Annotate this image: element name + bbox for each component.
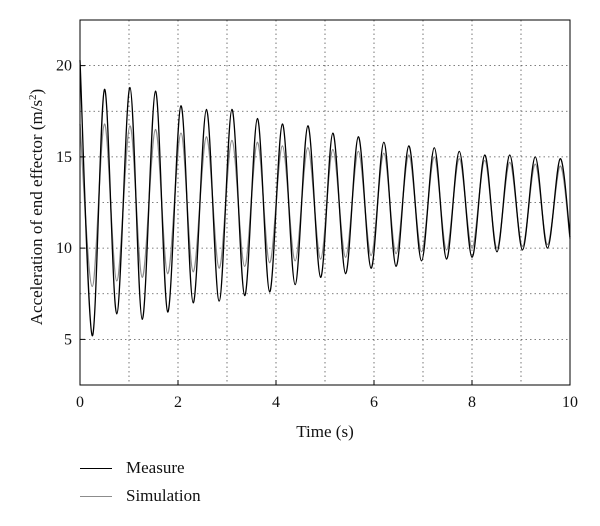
y-tick-label: 10 [56, 240, 72, 257]
x-tick-label: 8 [468, 394, 476, 411]
legend-item-measure: Measure [80, 454, 201, 482]
y-axis-label-close: ) [27, 89, 46, 95]
y-axis-label: Acceleration of end effector (m/s2) [27, 89, 46, 325]
x-axis-label: Time (s) [296, 422, 353, 441]
plot-frame [79, 19, 571, 386]
series-line-measure [79, 60, 571, 337]
grid-lines [80, 20, 570, 385]
legend-swatch-simulation [80, 495, 112, 497]
legend-label-measure: Measure [126, 458, 185, 477]
x-tick-label: 10 [562, 394, 578, 411]
legend-item-simulation: Simulation [80, 482, 201, 510]
y-tick-label: 15 [56, 149, 72, 166]
axis-ticks: 0 2 4 6 8 10 5 10 15 20 [56, 58, 578, 411]
y-axis-label-main: Acceleration of end effector (m/s [27, 100, 46, 325]
x-tick-label: 4 [272, 394, 280, 411]
x-tick-label: 2 [174, 394, 182, 411]
y-axis-label-superscript: 2 [27, 94, 39, 100]
series-lines [79, 60, 571, 337]
x-tick-label: 6 [370, 394, 378, 411]
x-tick-label: 0 [76, 394, 84, 411]
legend: Measure Simulation [80, 454, 201, 510]
legend-label-simulation: Simulation [126, 486, 201, 505]
legend-swatch-measure [80, 467, 112, 469]
y-tick-label: 20 [56, 58, 72, 75]
y-tick-label: 5 [64, 331, 72, 348]
